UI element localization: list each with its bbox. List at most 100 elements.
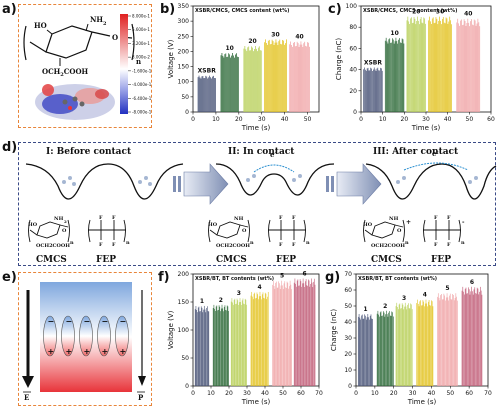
svg-text:O: O xyxy=(242,228,247,234)
e-field-label: E xyxy=(24,393,29,402)
series-label: 30 xyxy=(436,9,444,16)
y-tick-label: 200 xyxy=(178,48,190,55)
y-axis-label: Charge (nC) xyxy=(335,38,343,80)
colorbar-tick-label: -1.600e-1 xyxy=(132,68,152,73)
series-label: 4 xyxy=(423,292,427,299)
y-axis-label: Voltage (V) xyxy=(167,310,175,349)
panel-d-letter: d) xyxy=(2,140,18,155)
y-tick-label: 20 xyxy=(344,351,352,358)
chart-b: XSBR/CMCS, CMCS content (wt%) XSBR 10 20 30 4… xyxy=(167,3,320,132)
dipoles: − + − + − + − + − + xyxy=(43,315,129,357)
svg-text:n: n xyxy=(405,240,409,246)
series-label: 20 xyxy=(412,9,420,16)
series-label: 3 xyxy=(402,295,406,302)
panel-e-diagram: E P − + − + − + − + − + xyxy=(22,282,146,402)
series-XSBR: XSBR xyxy=(198,68,216,112)
series-10: 10 xyxy=(384,30,405,112)
x-tick-label: 10 xyxy=(371,390,379,397)
dipole-plus: + xyxy=(48,347,55,356)
stage-1-title: I: Before contact xyxy=(46,147,132,157)
series-label: 20 xyxy=(248,38,256,45)
molecules-stage-3: NH HO O n + OCH2COOH CMCS F F F F n - FE… xyxy=(363,215,465,265)
svg-text:O: O xyxy=(62,228,67,234)
svg-text:NH: NH xyxy=(389,216,399,222)
y-tick-label: 250 xyxy=(178,33,190,40)
electron-label-3: e- xyxy=(432,149,439,158)
electron-label-2: e- xyxy=(270,150,277,159)
cmcs-label-2: CMCS xyxy=(216,255,247,265)
series-6: 6 xyxy=(461,279,483,386)
dipole-plus: + xyxy=(102,347,109,356)
y-tick-label: 50 xyxy=(181,94,189,101)
svg-text:HO: HO xyxy=(363,222,373,228)
series-label: 1 xyxy=(200,298,204,305)
x-axis-label: Time (s) xyxy=(241,398,271,406)
dipole-minus: − xyxy=(48,317,55,326)
x-tick-label: 40 xyxy=(428,390,436,397)
svg-text:n: n xyxy=(306,240,310,246)
svg-text:n: n xyxy=(250,240,254,246)
series-30: 30 xyxy=(428,9,452,112)
y-tick-label: 150 xyxy=(178,299,190,306)
series-label: 40 xyxy=(295,33,303,40)
svg-text:F: F xyxy=(99,242,103,248)
o-label: O xyxy=(112,33,118,42)
colorbar-tick-label: 3.200e-1 xyxy=(132,41,150,46)
svg-text:n: n xyxy=(70,240,74,246)
cmcs-positive: + xyxy=(406,219,411,226)
y-tick-label: 70 xyxy=(344,271,352,278)
panel-d-frame xyxy=(18,142,496,266)
series-label: 4 xyxy=(258,284,262,291)
series-label: 2 xyxy=(383,303,387,310)
series-40: 40 xyxy=(456,11,481,112)
x-tick-label: 20 xyxy=(225,390,233,397)
series-label: 6 xyxy=(470,279,474,286)
dipole-plus: + xyxy=(66,347,73,356)
y-tick-label: 20 xyxy=(349,88,357,95)
series-20: 20 xyxy=(406,9,426,112)
cmcs-label-1: CMCS xyxy=(36,255,67,265)
svg-text:F: F xyxy=(112,215,116,221)
series-label: 2 xyxy=(219,297,223,304)
x-tick-label: 20 xyxy=(235,116,243,123)
y-tick-label: 150 xyxy=(178,64,190,71)
x-tick-label: 0 xyxy=(359,116,363,123)
series-3: 3 xyxy=(395,295,413,386)
svg-text:OCH2COOH: OCH2COOH xyxy=(36,243,70,249)
series-XSBR: XSBR xyxy=(363,59,383,112)
x-tick-label: 60 xyxy=(487,116,495,123)
x-tick-label: 40 xyxy=(261,390,269,397)
colorbar-tick-label: -8.000e-1 xyxy=(132,110,152,115)
stage-2-title: II: In contact xyxy=(228,147,295,157)
svg-text:NH: NH xyxy=(234,216,244,222)
y-tick-label: 30 xyxy=(344,335,352,342)
dipole xyxy=(43,315,57,357)
x-tick-label: 20 xyxy=(390,390,398,397)
svg-text:n: n xyxy=(461,240,465,246)
x-tick-label: 70 xyxy=(315,390,323,397)
x-tick-label: 0 xyxy=(191,390,195,397)
series-label: 5 xyxy=(445,285,449,292)
dipole-minus: − xyxy=(84,317,91,326)
series-4: 4 xyxy=(250,284,269,386)
svg-text:HO: HO xyxy=(28,222,38,228)
y-tick-label: 50 xyxy=(181,355,189,362)
y-tick-label: 0 xyxy=(185,383,189,390)
series-label: 1 xyxy=(363,306,367,313)
fep-label-3: FEP xyxy=(431,255,451,265)
dipole-minus: − xyxy=(120,317,127,326)
dipole xyxy=(79,315,93,357)
series-3: 3 xyxy=(230,290,247,386)
series-30: 30 xyxy=(264,31,287,112)
series-5: 5 xyxy=(272,273,292,386)
colorbar-ticks: 8.000e-1 5.600e-1 3.200e-1 8.000e-2 -1.600e-… xyxy=(128,14,152,115)
series-label: 6 xyxy=(303,270,307,277)
x-tick-label: 40 xyxy=(444,116,452,123)
molecules-stage-1: NH 2 HO O n OCH2COOH CMCS F F F F n FEP xyxy=(28,215,130,265)
y-axis-label: Voltage (V) xyxy=(167,39,175,78)
dipole-minus: − xyxy=(102,317,109,326)
cmcs-label-3: CMCS xyxy=(371,255,402,265)
svg-text:NH: NH xyxy=(54,216,64,222)
x-tick-label: 50 xyxy=(279,390,287,397)
